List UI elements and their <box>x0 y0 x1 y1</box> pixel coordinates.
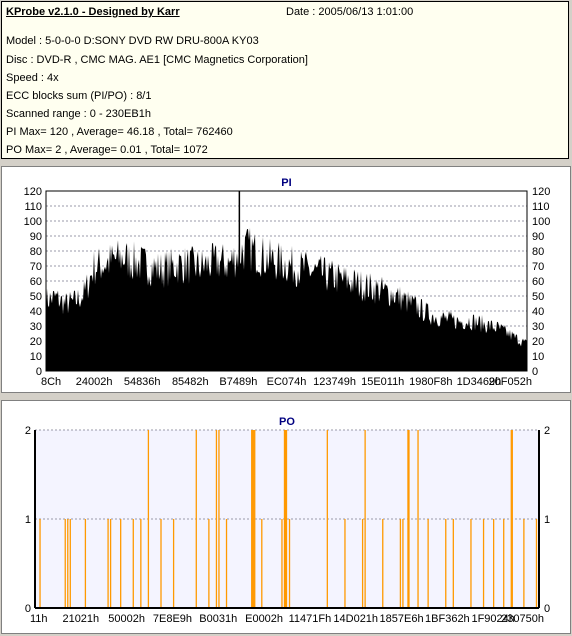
y-tick-label-right: 100 <box>532 216 550 228</box>
y-tick-label-right: 120 <box>532 186 550 198</box>
x-tick-label: 1857E6h <box>380 613 424 625</box>
x-tick-label: 54836h <box>124 376 161 388</box>
y-tick-label-left: 100 <box>24 216 42 228</box>
x-tick-label: 123749h <box>313 376 356 388</box>
y-tick-label-right: 40 <box>532 306 544 318</box>
x-tick-label: 20F052h <box>489 376 532 388</box>
y-tick-label-right: 90 <box>532 231 544 243</box>
y-tick-label-left: 2 <box>25 425 31 437</box>
po-chart-panel: 0 0 1 1 2 2 11h 21021h 50002h 7E8E9h B0031h E0002h 1… <box>1 400 571 634</box>
chart-title: PI <box>281 177 291 189</box>
x-tick-label: 15E011h <box>361 376 404 388</box>
x-tick-label: 1BF362h <box>425 613 470 625</box>
y-tick-label-left: 20 <box>30 336 42 348</box>
y-tick-label-left: 10 <box>30 351 42 363</box>
x-tick-label: 21021h <box>62 613 99 625</box>
app-title: KProbe v2.1.0 - Designed by Karr <box>6 6 180 18</box>
y-tick-label-left: 40 <box>30 306 42 318</box>
model-line: Model : 5-0-0-0 D:SONY DVD RW DRU-800A K… <box>6 35 259 47</box>
scan-date: Date : 2005/06/13 1:01:00 <box>286 6 414 18</box>
y-tick-label-right: 50 <box>532 291 544 303</box>
y-tick-label-left: 60 <box>30 276 42 288</box>
po-summary-line: PO Max= 2 , Average= 0.01 , Total= 1072 <box>6 144 208 156</box>
pi-chart: 0 0 10 10 20 20 30 30 40 40 50 50 60 60 70 70 80 80 90 90 10… <box>24 177 551 388</box>
x-tick-label: 50002h <box>108 613 145 625</box>
x-tick-label: 7E8E9h <box>153 613 192 625</box>
pi-series-area <box>46 227 527 371</box>
y-tick-label-right: 0 <box>544 603 550 615</box>
y-tick-label-left: 1 <box>25 514 31 526</box>
y-tick-label-left: 0 <box>25 603 31 615</box>
plot-border <box>45 190 528 372</box>
x-tick-label: B0031h <box>199 613 237 625</box>
x-tick-label: B7489h <box>219 376 257 388</box>
x-tick-label: 85482h <box>172 376 209 388</box>
x-tick-label: 11471Fh <box>289 613 332 625</box>
x-tick-label: 230750h <box>501 613 544 625</box>
y-tick-label-right: 70 <box>532 261 544 273</box>
x-tick-label: 1F9024h <box>471 613 514 625</box>
x-tick-label: 1980F8h <box>409 376 452 388</box>
ecc-line: ECC blocks sum (PI/PO) : 8/1 <box>6 90 152 102</box>
y-tick-label-left: 110 <box>24 201 42 213</box>
speed-line: Speed : 4x <box>6 72 59 84</box>
x-tick-label: E0002h <box>245 613 283 625</box>
y-tick-label-left: 120 <box>24 186 42 198</box>
y-tick-label-right: 10 <box>532 351 544 363</box>
disc-line: Disc : DVD-R , CMC MAG. AE1 [CMC Magneti… <box>6 54 308 66</box>
po-chart: 0 0 1 1 2 2 11h 21021h 50002h 7E8E9h B0031h E0002h 1… <box>25 416 550 625</box>
y-tick-label-right: 2 <box>544 425 550 437</box>
pi-chart-panel: 0 0 10 10 20 20 30 30 40 40 50 50 60 60 70 70 80 80 90 90 10… <box>1 166 571 393</box>
x-tick-label: EC074h <box>267 376 307 388</box>
range-line: Scanned range : 0 - 230EB1h <box>6 108 151 120</box>
y-tick-label-left: 70 <box>30 261 42 273</box>
y-tick-label-right: 0 <box>532 366 538 378</box>
y-tick-label-left: 50 <box>30 291 42 303</box>
y-tick-label-right: 1 <box>544 514 550 526</box>
y-tick-label-right: 20 <box>532 336 544 348</box>
pi-summary-line: PI Max= 120 , Average= 46.18 , Total= 76… <box>6 126 233 138</box>
y-tick-label-left: 90 <box>30 231 42 243</box>
x-tick-label: 1D3469h <box>457 376 502 388</box>
y-tick-label-left: 80 <box>30 246 42 258</box>
y-tick-label-right: 110 <box>532 201 550 213</box>
x-tick-label: 14D021h <box>333 613 378 625</box>
y-tick-label-right: 60 <box>532 276 544 288</box>
info-panel: KProbe v2.1.0 - Designed by Karr Date : … <box>1 1 569 159</box>
x-tick-label: 11h <box>30 613 48 625</box>
x-tick-label: 8Ch <box>41 376 61 388</box>
y-tick-label-left: 30 <box>30 321 42 333</box>
chart-title: PO <box>279 416 295 428</box>
y-tick-label-right: 80 <box>532 246 544 258</box>
x-tick-label: 24002h <box>76 376 113 388</box>
y-tick-label-right: 30 <box>532 321 544 333</box>
y-tick-label-left: 0 <box>36 366 42 378</box>
